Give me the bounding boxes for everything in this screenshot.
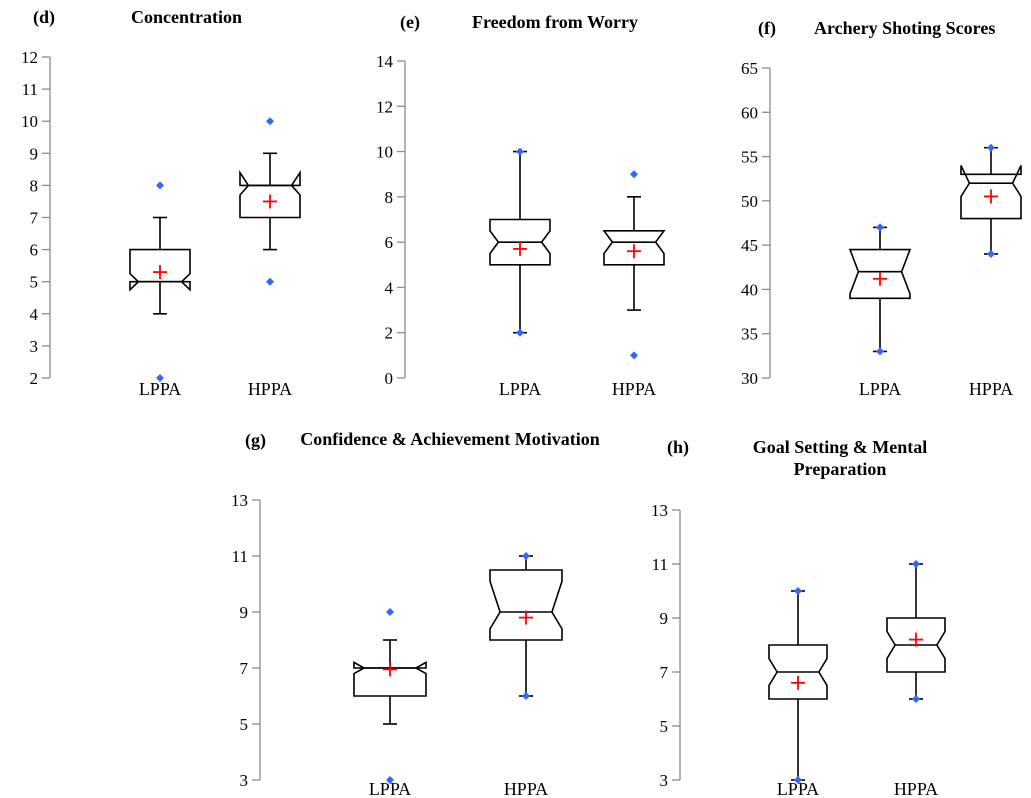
box-lppa [489, 147, 551, 337]
y-tick-label: 8 [385, 188, 394, 207]
outlier-point [630, 351, 638, 360]
y-tick-label: 35 [741, 325, 758, 344]
y-tick-label: 10 [21, 112, 38, 131]
y-tick-label: 7 [240, 659, 249, 678]
chart-f: 30 35 40 45 50 55 60 65 LPPA HPPA [741, 59, 1022, 399]
category-label: LPPA [369, 779, 411, 798]
y-tick-label: 5 [240, 715, 249, 734]
panel-tag-e: (e) [400, 12, 420, 32]
y-tick-label: 13 [651, 501, 668, 520]
outlier-point [266, 117, 274, 126]
y-tick-label: 3 [240, 771, 249, 790]
y-tick-label: 9 [660, 609, 669, 628]
y-tick-label: 5 [660, 717, 669, 736]
y-tick-label: 8 [30, 176, 39, 195]
y-tick-label: 50 [741, 192, 758, 211]
outlier-point [386, 776, 394, 784]
y-tick-label: 4 [30, 305, 39, 324]
panel-tag-f: (f) [758, 18, 776, 38]
panel-title-h: Goal Setting & Mental Preparation [752, 437, 928, 479]
y-tick-label: 7 [660, 663, 669, 682]
y-tick-label: 55 [741, 148, 758, 167]
y-tick-label: 2 [385, 324, 394, 343]
box-hppa [960, 143, 1022, 258]
y-tick-label: 7 [30, 209, 39, 228]
y-tick-label: 5 [30, 273, 39, 292]
chart-g: 3 5 7 9 11 13 LPPA HPPA [231, 491, 563, 798]
y-tick-label: 13 [231, 491, 248, 510]
y-tick-label: 11 [22, 80, 38, 99]
y-tick-label: 45 [741, 236, 758, 255]
category-label: HPPA [969, 379, 1013, 399]
category-label: HPPA [248, 379, 292, 399]
outlier-point [987, 143, 995, 152]
outlier-point [516, 328, 524, 337]
y-tick-label: 11 [652, 555, 668, 574]
box-lppa [129, 181, 191, 382]
notched-box [353, 661, 427, 697]
chart-d: 2 3 4 5 6 7 8 9 10 11 12 LPPA HPPA [21, 48, 301, 399]
y-tick-label: 9 [30, 144, 39, 163]
y-tick-label: 4 [385, 278, 394, 297]
panel-tag-g: (g) [245, 430, 266, 450]
box-hppa [489, 552, 563, 700]
outlier-point [794, 587, 802, 595]
outlier-point [156, 181, 164, 190]
y-tick-label: 3 [660, 771, 669, 790]
panel-tag-h: (h) [667, 437, 689, 457]
y-tick-label: 40 [741, 280, 758, 299]
outlier-point [794, 776, 802, 784]
y-tick-label: 12 [21, 48, 38, 67]
outlier-point [522, 552, 530, 560]
panel-title-f: Archery Shoting Scores [814, 18, 996, 38]
panel-title-g: Confidence & Achievement Motivation [300, 429, 600, 449]
y-tick-label: 2 [30, 369, 39, 388]
chart-h: 3 5 7 9 11 13 LPPA HPPA [651, 501, 946, 798]
outlier-point [912, 695, 920, 703]
category-label: LPPA [139, 379, 181, 399]
notched-box [489, 569, 563, 641]
outlier-point [516, 147, 524, 156]
box-hppa [602, 170, 666, 360]
panel-title-e: Freedom from Worry [472, 12, 638, 32]
outlier-point [876, 223, 884, 232]
y-tick-label: 6 [30, 241, 39, 260]
y-tick-label: 0 [385, 369, 394, 388]
box-hppa [239, 117, 301, 286]
y-tick-label: 30 [741, 369, 758, 388]
y-tick-label: 14 [376, 52, 394, 71]
y-tick-label: 11 [232, 547, 248, 566]
y-tick-label: 3 [30, 337, 39, 356]
y-tick-label: 10 [376, 143, 393, 162]
outlier-point [630, 170, 638, 179]
panel-title-d: Concentration [131, 7, 242, 27]
category-label: LPPA [859, 379, 901, 399]
outlier-point [522, 692, 530, 700]
outlier-point [987, 250, 995, 258]
y-tick-label: 9 [240, 603, 249, 622]
box-lppa [353, 608, 427, 784]
y-tick-label: 6 [385, 233, 394, 252]
outlier-point [266, 277, 274, 286]
category-label: HPPA [894, 779, 938, 798]
box-hppa [886, 560, 946, 703]
y-tick-label: 12 [376, 97, 393, 116]
outlier-point [156, 374, 164, 382]
outlier-point [386, 608, 394, 616]
y-tick-label: 65 [741, 59, 758, 78]
category-label: LPPA [777, 779, 819, 798]
box-lppa [848, 223, 912, 356]
category-label: HPPA [504, 779, 548, 798]
panel-tag-d: (d) [33, 7, 55, 27]
outlier-point [876, 347, 884, 356]
category-label: LPPA [499, 379, 541, 399]
y-tick-label: 60 [741, 103, 758, 122]
chart-e: 0 2 4 6 8 10 12 14 LPPA HPPA [376, 52, 666, 399]
outlier-point [912, 560, 920, 568]
box-lppa [768, 587, 828, 784]
category-label: HPPA [612, 379, 656, 399]
